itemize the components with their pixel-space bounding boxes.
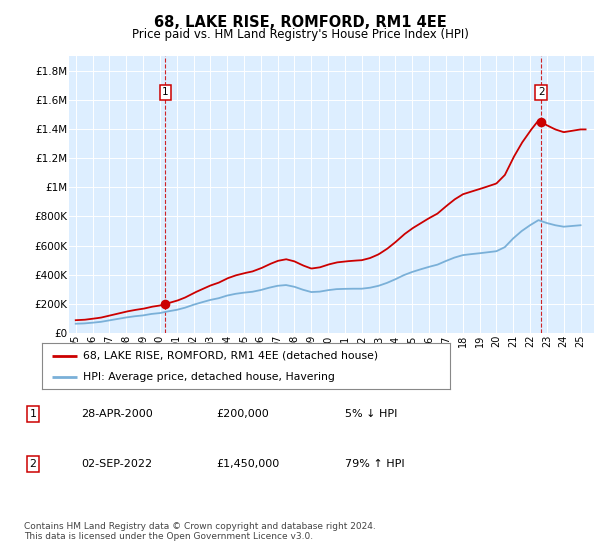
Point — [536, 117, 546, 126]
Text: 5% ↓ HPI: 5% ↓ HPI — [345, 409, 397, 419]
Text: £200,000: £200,000 — [216, 409, 269, 419]
Text: 28-APR-2000: 28-APR-2000 — [81, 409, 153, 419]
Point — [161, 300, 170, 309]
Text: 2: 2 — [538, 87, 545, 97]
Text: Price paid vs. HM Land Registry's House Price Index (HPI): Price paid vs. HM Land Registry's House … — [131, 28, 469, 41]
Text: HPI: Average price, detached house, Havering: HPI: Average price, detached house, Have… — [83, 372, 335, 382]
Text: 68, LAKE RISE, ROMFORD, RM1 4EE: 68, LAKE RISE, ROMFORD, RM1 4EE — [154, 15, 446, 30]
Text: 68, LAKE RISE, ROMFORD, RM1 4EE (detached house): 68, LAKE RISE, ROMFORD, RM1 4EE (detache… — [83, 351, 378, 361]
Text: 1: 1 — [29, 409, 37, 419]
Text: 2: 2 — [29, 459, 37, 469]
Text: 79% ↑ HPI: 79% ↑ HPI — [345, 459, 404, 469]
Text: Contains HM Land Registry data © Crown copyright and database right 2024.
This d: Contains HM Land Registry data © Crown c… — [24, 522, 376, 542]
Text: 1: 1 — [162, 87, 169, 97]
Text: £1,450,000: £1,450,000 — [216, 459, 279, 469]
Text: 02-SEP-2022: 02-SEP-2022 — [81, 459, 152, 469]
